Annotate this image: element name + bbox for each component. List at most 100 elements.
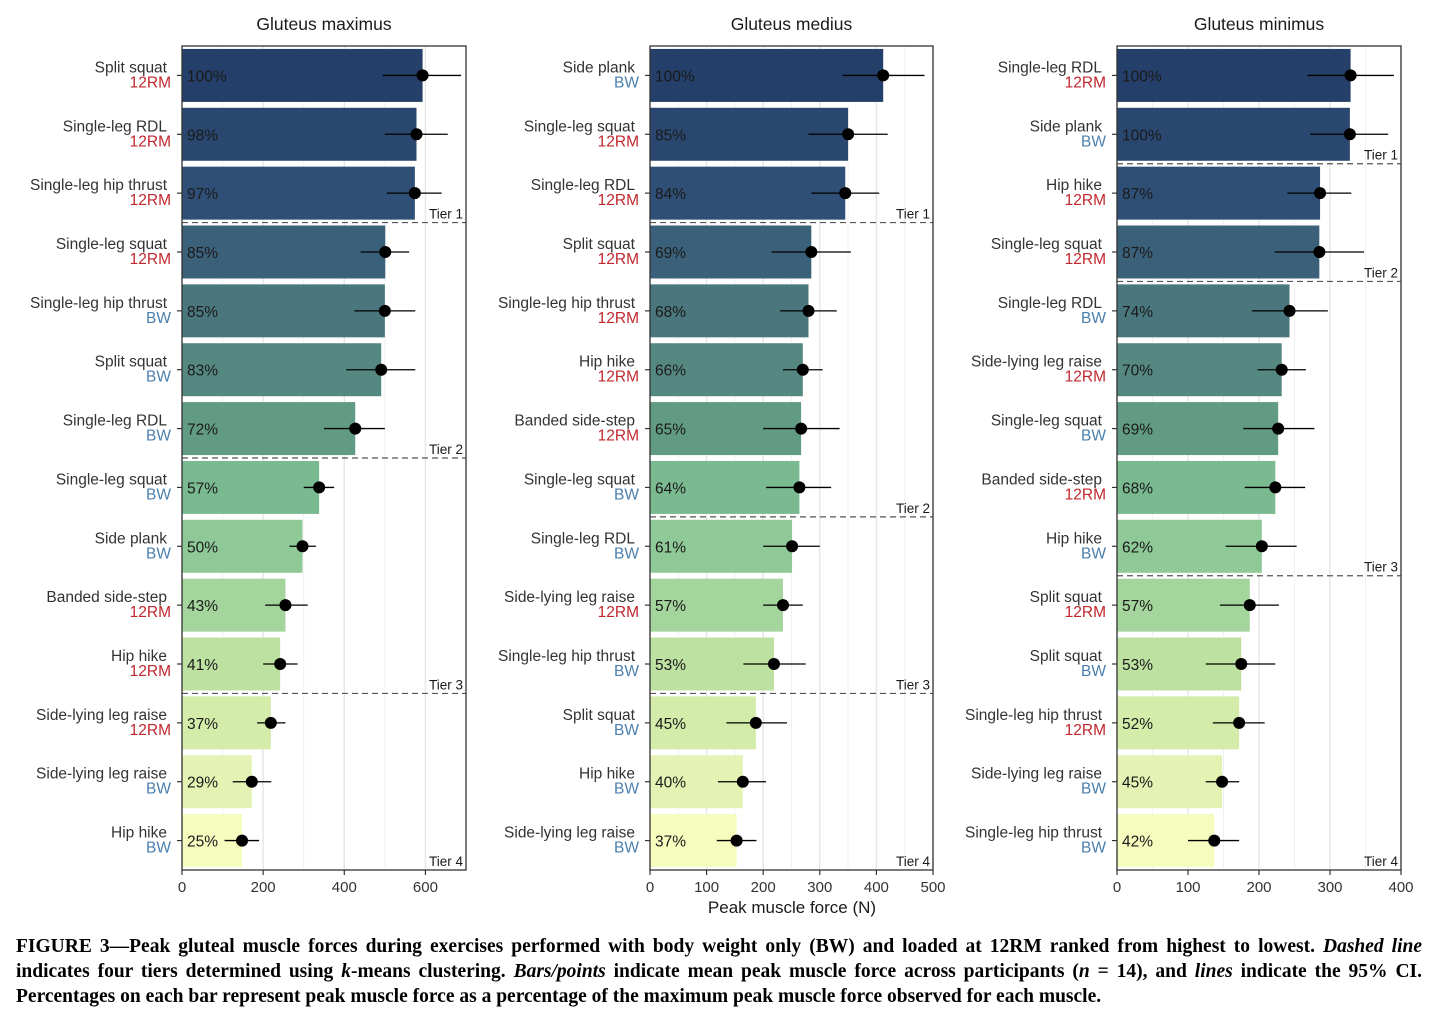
- x-axis-label: Peak muscle force (N): [707, 898, 877, 917]
- mean-point: [378, 304, 391, 317]
- exercise-label: Side-lying leg raise: [36, 707, 167, 724]
- tier-label: Tier 4: [429, 854, 463, 869]
- x-tick-label: 0: [178, 879, 186, 896]
- condition-label: BW: [1081, 663, 1106, 680]
- mean-point: [795, 422, 808, 435]
- exercise-label: Single-leg hip thrust: [965, 707, 1103, 724]
- panel-border: [181, 45, 467, 871]
- caption-sentence-3a: indicate mean peak muscle force across p…: [605, 961, 1079, 982]
- condition-label: 12RM: [130, 74, 171, 91]
- pct-label: 85%: [187, 245, 218, 262]
- exercise-label: Banded side-step: [514, 413, 635, 430]
- pct-label: 100%: [1122, 127, 1162, 144]
- condition-label: 12RM: [1065, 369, 1106, 386]
- mean-point: [805, 246, 818, 258]
- mean-point: [416, 69, 429, 82]
- pct-label: 68%: [655, 304, 686, 321]
- pct-label: 45%: [655, 716, 686, 733]
- pct-label: 85%: [187, 304, 218, 321]
- pct-label: 57%: [655, 598, 686, 615]
- mean-point: [1283, 304, 1296, 317]
- mean-point: [410, 128, 423, 141]
- condition-label: BW: [1081, 428, 1106, 445]
- tier-label: Tier 2: [896, 501, 930, 516]
- mean-point: [793, 481, 806, 494]
- panel-title: Gluteus medius: [731, 14, 853, 34]
- mean-point: [802, 304, 815, 317]
- x-tick-label: 300: [1317, 879, 1342, 896]
- mean-point: [279, 599, 292, 612]
- x-tick-label: 100: [1175, 879, 1200, 896]
- mean-point: [1208, 834, 1221, 847]
- mean-point: [1313, 246, 1326, 258]
- exercise-label: Side plank: [563, 59, 636, 76]
- condition-label: BW: [146, 486, 171, 503]
- tier-label: Tier 3: [896, 677, 930, 692]
- condition-label: BW: [614, 545, 639, 562]
- mean-point: [1275, 363, 1288, 376]
- exercise-label: Side-lying leg raise: [504, 825, 635, 842]
- caption-sentence-3c: indicate the 95% CI. Percentages on each…: [16, 961, 1422, 1007]
- condition-label: 12RM: [598, 310, 639, 327]
- exercise-label: Split squat: [1030, 648, 1103, 665]
- pct-label: 100%: [655, 68, 695, 85]
- exercise-label: Single-leg squat: [524, 471, 636, 488]
- condition-label: 12RM: [1065, 604, 1106, 621]
- pct-label: 57%: [1122, 598, 1153, 615]
- bar: [1117, 166, 1321, 220]
- exercise-label: Single-leg hip thrust: [498, 295, 636, 312]
- bar: [182, 107, 417, 161]
- x-tick-label: 400: [332, 879, 357, 896]
- mean-point: [375, 363, 388, 376]
- exercise-label: Banded side-step: [46, 589, 167, 606]
- x-tick-label: 500: [920, 879, 945, 896]
- mean-point: [379, 246, 392, 258]
- x-tick-label: 0: [646, 879, 654, 896]
- tier-label: Tier 4: [1364, 854, 1398, 869]
- pct-label: 40%: [655, 775, 686, 792]
- mean-point: [1243, 599, 1256, 612]
- x-tick-label: 200: [751, 879, 776, 896]
- mean-point: [877, 69, 890, 82]
- exercise-label: Single-leg RDL: [531, 177, 636, 194]
- exercise-label: Hip hike: [579, 354, 635, 371]
- exercise-label: Single-leg RDL: [998, 59, 1103, 76]
- mean-point: [236, 834, 249, 847]
- exercise-label: Single-leg squat: [56, 471, 168, 488]
- tier-label: Tier 3: [429, 677, 463, 692]
- panel-1: Gluteus medius 100% Side plank BW 85% Single-…: [498, 14, 946, 896]
- pct-label: 29%: [187, 775, 218, 792]
- panel-border: [649, 45, 934, 871]
- figure-caption: FIGURE 3—Peak gluteal muscle forces duri…: [16, 934, 1422, 1009]
- bar: [650, 343, 803, 397]
- mean-point: [1235, 658, 1248, 670]
- condition-label: BW: [1081, 781, 1106, 798]
- pct-label: 68%: [1122, 480, 1153, 497]
- mean-point: [1216, 775, 1229, 788]
- pct-label: 69%: [655, 245, 686, 262]
- pct-label: 85%: [655, 127, 686, 144]
- condition-label: 12RM: [598, 604, 639, 621]
- tier-label: Tier 1: [1364, 148, 1398, 163]
- exercise-label: Single-leg hip thrust: [30, 295, 168, 312]
- x-tick-label: 300: [807, 879, 832, 896]
- pct-label: 53%: [1122, 657, 1153, 674]
- mean-point: [245, 775, 258, 788]
- condition-label: BW: [614, 781, 639, 798]
- mean-point: [313, 481, 326, 494]
- exercise-label: Single-leg squat: [991, 236, 1103, 253]
- exercise-label: Side-lying leg raise: [36, 766, 167, 783]
- exercise-label: Single-leg RDL: [998, 295, 1103, 312]
- condition-label: BW: [614, 663, 639, 680]
- mean-point: [839, 187, 852, 200]
- exercise-label: Single-leg squat: [991, 413, 1103, 430]
- pct-label: 87%: [1122, 245, 1153, 262]
- tier-label: Tier 1: [429, 207, 463, 222]
- mean-point: [1269, 481, 1282, 494]
- mean-point: [1344, 69, 1357, 82]
- x-tick-label: 400: [864, 879, 889, 896]
- mean-point: [1272, 422, 1285, 435]
- bar: [1117, 755, 1223, 809]
- bar: [182, 225, 386, 279]
